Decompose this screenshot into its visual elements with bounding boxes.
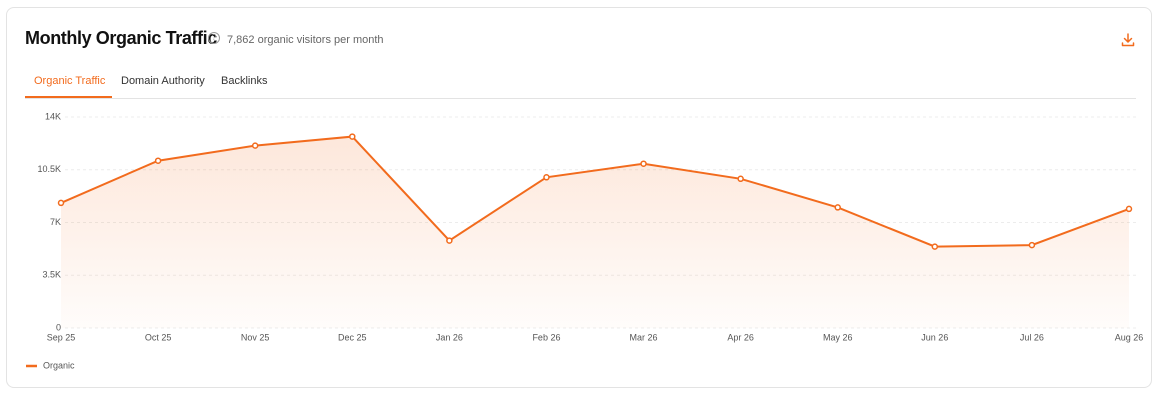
download-button[interactable] (1120, 32, 1136, 48)
tab[interactable]: Organic Traffic (34, 75, 106, 87)
divider (25, 98, 1136, 99)
help-icon[interactable]: ? (208, 32, 220, 44)
tab[interactable]: Backlinks (221, 75, 268, 87)
subtitle: 7,862 organic visitors per month (227, 34, 384, 46)
tab-underline (25, 96, 112, 98)
tab[interactable]: Domain Authority (121, 75, 205, 87)
card (6, 7, 1152, 388)
title: Monthly Organic Traffic (25, 28, 217, 48)
